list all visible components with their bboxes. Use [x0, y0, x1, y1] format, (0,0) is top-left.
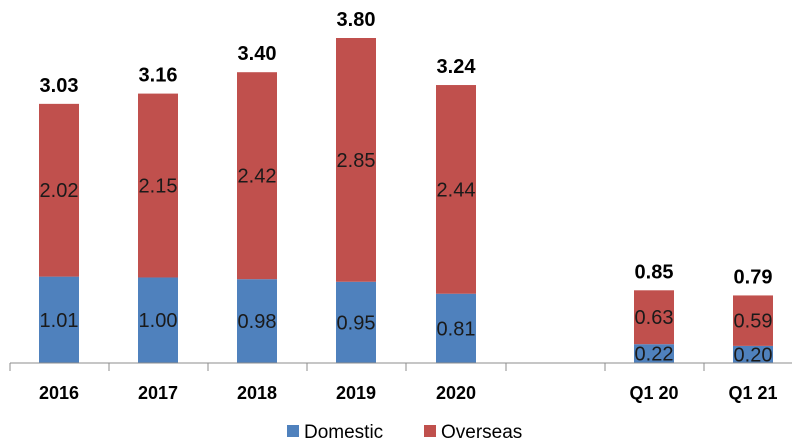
data-label-domestic: 0.95 — [337, 312, 376, 334]
data-label-overseas: 0.59 — [734, 311, 773, 333]
data-label-total: 3.80 — [337, 9, 376, 31]
data-label-domestic: 0.22 — [635, 344, 674, 366]
legend: Domestic Overseas — [287, 422, 522, 443]
data-label-overseas: 0.63 — [635, 307, 674, 329]
data-label-overseas: 2.42 — [238, 166, 277, 188]
bar-overseas-2020 — [436, 85, 476, 294]
x-axis — [9, 362, 792, 371]
data-label-domestic: 1.01 — [40, 310, 79, 332]
bar-overseas-q1-21 — [733, 295, 773, 346]
bars-group — [39, 38, 773, 363]
data-label-overseas: 2.15 — [139, 176, 178, 198]
data-label-domestic: 0.98 — [238, 311, 277, 333]
bar-domestic-2019 — [336, 281, 376, 363]
x-tick-label: 2018 — [237, 383, 277, 403]
segment-labels-group: 1.01 2.02 1.00 2.15 0.98 2.42 0.95 2.85 0.81 2.44… — [40, 150, 773, 367]
bar-domestic-q1-21 — [733, 345, 773, 363]
bar-domestic-2016 — [39, 276, 79, 363]
data-label-overseas: 2.44 — [437, 179, 476, 201]
data-label-domestic: 1.00 — [139, 310, 178, 332]
bar-overseas-2017 — [138, 93, 178, 278]
total-labels-group: 3.03 3.16 3.40 3.80 3.24 0.85 0.79 — [40, 9, 773, 288]
bar-domestic-2020 — [436, 293, 476, 363]
bar-overseas-2019 — [336, 38, 376, 282]
data-label-overseas: 2.85 — [337, 150, 376, 172]
data-label-total: 3.40 — [238, 43, 277, 65]
x-tick-label: 2019 — [336, 383, 376, 403]
legend-label-overseas: Overseas — [441, 422, 522, 443]
x-tick-label: Q1 20 — [629, 383, 678, 403]
bar-domestic-q1-20 — [634, 344, 674, 363]
x-tick-label: 2020 — [436, 383, 476, 403]
legend-swatch-overseas — [424, 425, 436, 437]
bar-overseas-2018 — [237, 72, 277, 280]
bar-domestic-2017 — [138, 277, 178, 363]
data-label-overseas: 2.02 — [40, 180, 79, 202]
x-tick-label: 2017 — [138, 383, 178, 403]
data-label-domestic: 0.20 — [734, 344, 773, 366]
x-tick-label: 2016 — [39, 383, 79, 403]
data-label-total: 0.79 — [734, 266, 773, 288]
data-label-total: 3.24 — [437, 56, 477, 78]
bar-overseas-2016 — [39, 103, 79, 277]
data-label-total: 3.16 — [139, 65, 178, 87]
x-tick-labels-group: 2016 2017 2018 2019 2020 Q1 20 Q1 21 — [39, 383, 778, 403]
x-tick-label: Q1 21 — [728, 383, 777, 403]
data-label-total: 3.03 — [40, 75, 79, 97]
legend-label-domestic: Domestic — [304, 422, 383, 443]
bar-domestic-2018 — [237, 279, 277, 363]
bar-overseas-q1-20 — [634, 290, 674, 345]
data-label-domestic: 0.81 — [437, 318, 476, 340]
data-label-total: 0.85 — [635, 261, 674, 283]
legend-swatch-domestic — [287, 425, 299, 437]
